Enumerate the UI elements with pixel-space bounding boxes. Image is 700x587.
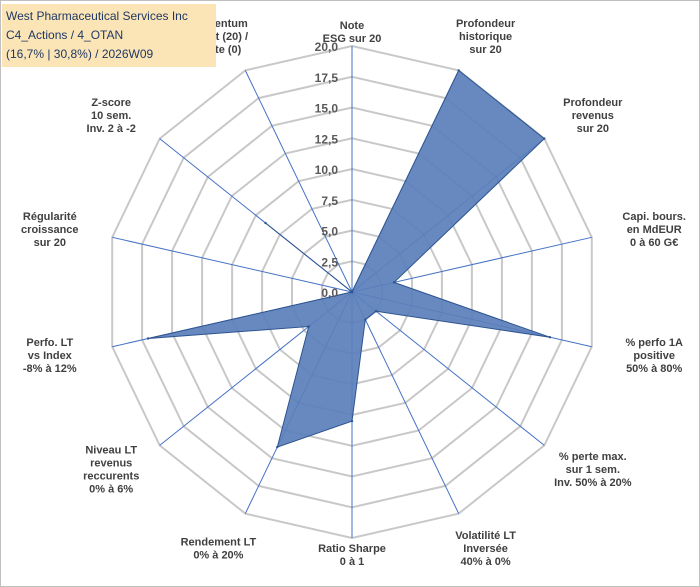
data-point-7 xyxy=(350,419,354,423)
axis-label-11: Régularité croissance sur 20 xyxy=(21,211,78,249)
data-point-1 xyxy=(457,69,460,72)
tick-label-1: 2,5 xyxy=(321,255,338,269)
tick-label-4: 10,0 xyxy=(315,163,339,177)
tick-label-8: 20,0 xyxy=(315,40,339,54)
axis-label-0: Note ESG sur 20 xyxy=(323,20,382,45)
data-point-9 xyxy=(307,325,310,328)
axis-line-6 xyxy=(351,291,460,514)
axis-label-7: Ratio Sharpe 0 à 1 xyxy=(318,543,386,568)
axis-label-4: % perfo 1A positive 50% à 80% xyxy=(625,337,683,375)
chart-title-company: West Pharmaceutical Services Inc xyxy=(6,9,188,23)
tick-label-3: 7,5 xyxy=(321,194,338,208)
tick-label-2: 5,0 xyxy=(321,225,338,239)
data-point-6 xyxy=(364,318,367,321)
axis-line-11 xyxy=(112,236,353,293)
chart-title-metrics: (16,7% | 30,8%) / 2026W09 xyxy=(6,47,154,61)
tick-label-7: 17,5 xyxy=(315,71,339,85)
axis-label-3: Capi. bours. en MdEUR 0 à 60 G€ xyxy=(622,211,686,249)
data-point-4 xyxy=(548,336,552,339)
data-point-5 xyxy=(374,310,378,313)
tick-label-0: 0,0 xyxy=(321,286,338,300)
chart-title-category: C4_Actions / 4_OTAN xyxy=(6,28,124,42)
data-point-8 xyxy=(276,445,279,449)
data-point-2 xyxy=(543,137,546,140)
axis-label-1: Profondeur historique sur 20 xyxy=(456,18,516,56)
data-point-12 xyxy=(264,221,267,225)
data-point-10 xyxy=(146,337,150,340)
axis-label-9: Niveau LT revenus reccurents 0% à 6% xyxy=(83,445,139,496)
axis-line-13 xyxy=(244,70,353,293)
tick-label-5: 12,5 xyxy=(315,132,339,146)
axis-label-6: Volatilité LT Inversée 40% à 0% xyxy=(455,530,516,568)
axis-label-10: Perfo. LT vs Index -8% à 12% xyxy=(23,337,77,375)
data-point-3 xyxy=(392,281,396,284)
axis-label-2: Profondeur revenus sur 20 xyxy=(563,97,623,135)
axis-label-12: Z-score 10 sem. Inv. 2 à -2 xyxy=(87,97,136,135)
axis-label-8: Rendement LT 0% à 20% xyxy=(181,536,257,561)
data-series-area xyxy=(147,69,551,448)
axis-line-5 xyxy=(351,291,545,446)
data-point-13 xyxy=(350,290,354,294)
chart-title-box: West Pharmaceutical Services Inc C4_Acti… xyxy=(2,4,216,67)
tick-label-6: 15,0 xyxy=(315,102,339,116)
axis-label-5: % perte max. sur 1 sem. Inv. 50% à 20% xyxy=(554,451,632,489)
